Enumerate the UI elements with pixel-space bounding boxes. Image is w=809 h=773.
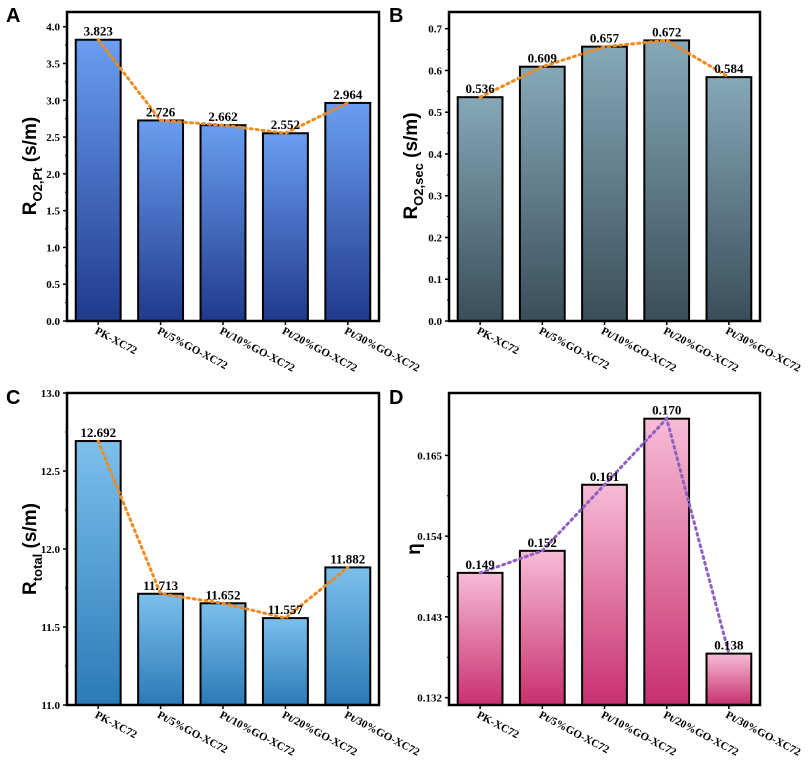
y-tick-label: 2.0 [46, 169, 60, 181]
y-tick-label: 0.0 [46, 316, 60, 328]
data-label: 0.657 [590, 31, 620, 46]
trend-line [96, 38, 350, 135]
y-tick-label: 0.132 [417, 693, 442, 705]
trend-line [96, 439, 350, 620]
data-label: 0.609 [528, 51, 558, 66]
data-label: 11.652 [205, 587, 240, 602]
plot-frame [65, 391, 381, 707]
bar-1 [74, 440, 122, 706]
plot-frame [447, 10, 762, 323]
y-axis-label: RO2,Pt (s/m) [20, 117, 45, 215]
y-tick-label: 3.0 [46, 95, 60, 107]
chart-panel-a: A0.00.51.01.52.02.53.03.54.0PK-XC72 Pt/5%… [6, 5, 422, 375]
y-tick-label: 0.7 [428, 24, 442, 36]
chart-panel-b: B0.00.10.20.30.40.50.60.7PK-XC72 Pt/5%GO-… [389, 5, 803, 375]
y-tick-label: 0.3 [428, 191, 442, 203]
y-tick-label: 0.5 [428, 107, 442, 119]
y-tick-label: 0.165 [417, 450, 442, 462]
y-tick-label: 1.0 [46, 242, 60, 254]
y-tick-label: 2.5 [46, 132, 60, 144]
data-label: 0.149 [465, 557, 495, 572]
y-tick-label: 1.5 [46, 206, 60, 218]
y-tick-label: 0.0 [428, 316, 442, 328]
category-label: PK-XC72 [93, 709, 140, 741]
panel-letter: C [6, 387, 20, 409]
category-label: PK-XC72 [475, 709, 522, 741]
data-label: 2.964 [333, 87, 363, 102]
data-label: 11.557 [268, 602, 304, 617]
trend-line [478, 415, 731, 656]
bar-2 [137, 592, 185, 706]
data-label: 2.552 [271, 117, 300, 132]
data-label: 2.726 [146, 104, 176, 119]
bar-4 [643, 39, 691, 323]
y-tick-label: 11.5 [41, 622, 60, 634]
y-axis-label: RO2,sec (s/m) [401, 112, 426, 219]
data-label: 0.672 [652, 24, 681, 39]
y-tick-label: 3.5 [46, 59, 60, 71]
data-label: 0.170 [652, 403, 681, 418]
data-label: 3.823 [84, 24, 114, 39]
bar-4 [261, 617, 309, 706]
data-label: 2.662 [208, 109, 237, 124]
data-label: 0.584 [714, 61, 744, 76]
panel-letter: A [6, 5, 20, 27]
bar-5 [324, 101, 372, 323]
bar-1 [456, 96, 504, 323]
y-axis-label: η [404, 543, 425, 555]
plot-frame [65, 10, 381, 323]
y-tick-label: 0.4 [428, 149, 442, 161]
y-axis-label: Rtotal (s/m) [20, 503, 45, 595]
panel-letter: D [389, 387, 403, 409]
bar-4 [261, 132, 309, 322]
y-tick-label: 11.0 [41, 700, 60, 712]
y-tick-label: 0.6 [428, 65, 442, 77]
data-label: 11.713 [143, 578, 179, 593]
data-label: 0.536 [465, 81, 495, 96]
bar-5 [324, 566, 372, 707]
data-label: 0.161 [590, 469, 619, 484]
bar-1 [74, 38, 122, 323]
y-tick-label: 0.154 [417, 531, 442, 543]
bar-5 [705, 76, 753, 323]
data-label: 12.692 [80, 425, 116, 440]
plot-frame [447, 391, 762, 707]
y-tick-label: 0.2 [428, 232, 442, 244]
bar-2 [518, 65, 566, 322]
bar-4 [643, 417, 691, 706]
y-tick-label: 12.5 [41, 466, 61, 478]
data-label: 11.882 [330, 551, 365, 566]
data-label: 0.138 [714, 638, 744, 653]
bar-1 [456, 571, 504, 706]
category-label: PK-XC72 [93, 325, 140, 357]
bar-3 [199, 124, 247, 322]
y-tick-label: 0.143 [417, 612, 442, 624]
panel-letter: B [389, 5, 403, 27]
bar-3 [199, 602, 247, 707]
data-label: 0.152 [528, 535, 557, 550]
chart-panel-c: C11.011.512.012.513.0PK-XC72 Pt/5%GO-XC72… [6, 387, 422, 759]
bar-3 [581, 45, 628, 322]
category-label: PK-XC72 [475, 325, 522, 357]
y-tick-label: 12.0 [41, 544, 61, 556]
bar-5 [705, 652, 753, 706]
trend-line [478, 38, 731, 99]
bar-2 [518, 549, 566, 706]
bar-2 [137, 119, 185, 322]
y-tick-label: 13.0 [41, 388, 61, 400]
y-tick-label: 4.0 [46, 22, 60, 34]
bar-3 [581, 483, 628, 706]
y-tick-label: 0.5 [46, 279, 60, 291]
y-tick-label: 0.1 [428, 274, 442, 286]
